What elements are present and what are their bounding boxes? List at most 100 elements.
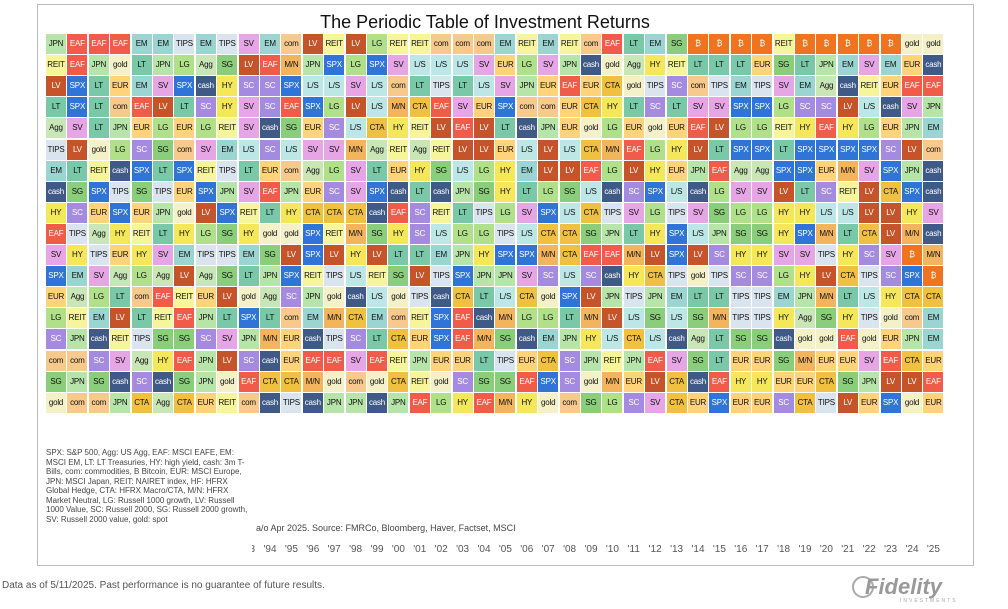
cell-05-rank-12: JPN [495,266,516,287]
cell-95-rank-6: L/S [281,139,302,160]
cell-25-rank-5: EM [923,118,944,139]
cell-21-rank-9: L/S [837,202,858,223]
cell-04-rank-9: TIPS [474,202,494,223]
cell-91-rank-8: SPX [195,181,216,202]
cell-85-rank-11: HY [67,245,88,265]
cell-02-rank-17: gold [431,371,452,392]
cell-11-rank-12: HY [623,266,644,287]
cell-12-rank-18: SV [645,392,666,413]
cell-04-rank-7: LG [474,160,494,181]
cell-24-rank-10: M/N [902,223,922,244]
cell-91-rank-13: EUR [195,287,216,308]
cell-99-rank-4: L/S [367,97,387,118]
cell-10-rank-18: LG [602,392,623,413]
cell-97-rank-1: REIT [324,34,345,54]
cell-92-rank-15: SV [217,329,238,350]
cell-85-rank-9: SC [67,202,88,223]
cell-98-rank-16: SV [345,350,366,371]
cell-97-rank-11: LV [324,245,345,265]
cell-06-rank-18: HY [516,392,537,413]
cell-16-rank-8: SV [730,181,751,202]
year-label: '12 [648,544,662,555]
cell-17-rank-13: TIPS [752,287,773,308]
cell-11-rank-4: LT [623,97,644,118]
cell-06-rank-13: CTA [516,287,537,308]
cell-87-rank-2: gold [110,55,131,76]
cell-85-rank-18: com [67,392,88,413]
year-label: '03 [456,544,470,555]
cell-92-rank-7: TIPS [217,160,238,181]
cell-84-rank-11: SV [46,245,66,265]
cell-89-rank-10: LT [153,223,173,244]
cell-99-rank-13: L/S [367,287,387,308]
cell-93-rank-9: REIT [238,202,259,223]
cell-22-rank-2: SV [859,55,880,76]
cell-89-rank-3: SV [153,76,173,97]
cell-90-rank-2: LG [174,55,195,76]
cell-12-rank-6: LG [645,139,666,160]
cell-84-rank-18: gold [46,392,66,413]
cell-00-rank-10: HY [388,223,409,244]
cell-96-rank-14: EM [302,308,323,329]
cell-11-rank-13: TIPS [623,287,644,308]
cell-19-rank-13: JPN [795,287,815,308]
cell-01-rank-18: EAF [409,392,430,413]
cell-09-rank-7: EAF [581,160,601,181]
cell-24-rank-16: CTA [902,350,922,371]
cell-06-rank-17: EAF [516,371,537,392]
cell-20-rank-17: CTA [816,371,837,392]
cell-17-rank-18: EUR [752,392,773,413]
cell-87-rank-13: LT [110,287,131,308]
cell-94-rank-13: Agg [260,287,280,308]
cell-10-rank-6: M/N [602,139,623,160]
cell-93-rank-10: HY [238,223,259,244]
cell-25-rank-6: com [923,139,944,160]
cell-14-rank-12: gold [688,266,708,287]
cell-87-rank-11: EUR [110,245,131,265]
cell-89-rank-17: cash [153,371,173,392]
cell-93-rank-17: EAF [238,371,259,392]
year-label: '25 [926,544,940,555]
cell-99-rank-1: LG [367,34,387,54]
cell-02-rank-2: L/S [431,55,452,76]
cell-93-rank-12: LT [238,266,259,287]
year-label: '95 [284,544,298,555]
cell-87-rank-4: com [110,97,131,118]
cell-18-rank-15: cash [773,329,794,350]
cell-99-rank-14: EM [367,308,387,329]
source-note: a/o Apr 2025. Source: FMRCo, Bloomberg, … [254,521,636,535]
cell-85-rank-8: SG [67,181,88,202]
cell-04-rank-6: LV [474,139,494,160]
cell-01-rank-6: Agg [409,139,430,160]
cell-01-rank-13: TIPS [409,287,430,308]
cell-99-rank-16: EAF [367,350,387,371]
cell-03-rank-15: EAF [452,329,473,350]
cell-01-rank-1: REIT [409,34,430,54]
cell-24-rank-6: LV [902,139,922,160]
cell-94-rank-1: EM [260,34,280,54]
cell-23-rank-9: LV [880,202,901,223]
cell-98-rank-12: L/S [345,266,366,287]
cell-89-rank-12: Agg [153,266,173,287]
cell-86-rank-16: SC [88,350,109,371]
cell-91-rank-3: cash [195,76,216,97]
cell-91-rank-14: JPN [195,308,216,329]
cell-01-rank-16: JPN [409,350,430,371]
cell-03-rank-14: EAF [452,308,473,329]
cell-91-rank-10: LG [195,223,216,244]
cell-17-rank-14: TIPS [752,308,773,329]
cell-25-rank-7: cash [923,160,944,181]
year-label: '21 [841,544,855,555]
cell-95-rank-11: LV [281,245,302,265]
cell-88-rank-8: SG [131,181,152,202]
year-label: '09 [584,544,598,555]
cell-01-rank-3: LT [409,76,430,97]
cell-97-rank-5: SC [324,118,345,139]
cell-20-rank-12: LV [816,266,837,287]
cell-84-rank-3: LV [46,76,66,97]
cell-14-rank-2: LT [688,55,708,76]
cell-16-rank-18: EUR [730,392,751,413]
cell-08-rank-2: JPN [559,55,580,76]
cell-01-rank-11: LT [409,245,430,265]
cell-10-rank-16: REIT [602,350,623,371]
